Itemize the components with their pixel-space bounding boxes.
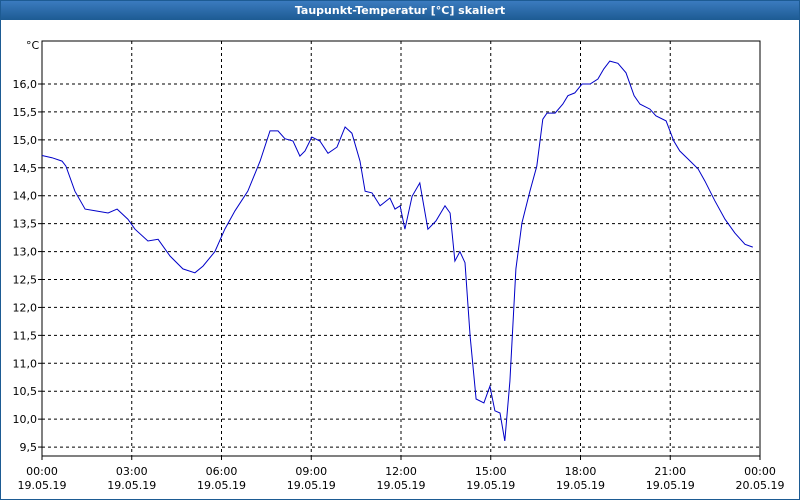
- y-tick-label: 14,5: [13, 162, 38, 175]
- y-tick-label: 15,0: [13, 134, 38, 147]
- plot-area: [42, 41, 760, 456]
- y-tick-label: 11,0: [13, 357, 38, 370]
- x-tick-label: 12:00 19.05.19: [377, 465, 426, 492]
- title-bar: Taupunkt-Temperatur [°C] skaliert: [1, 1, 799, 20]
- y-tick-label: 12,5: [13, 273, 38, 286]
- y-tick-label: 10,5: [13, 385, 38, 398]
- y-tick-label: 12,0: [13, 301, 38, 314]
- x-tick-label: 15:00 19.05.19: [466, 465, 515, 492]
- x-tick-label: 09:00 19.05.19: [287, 465, 336, 492]
- x-tick-label: 03:00 19.05.19: [107, 465, 156, 492]
- y-tick-label: 10,0: [13, 413, 38, 426]
- y-axis-unit: °C: [26, 39, 40, 52]
- x-tick-label: 21:00 19.05.19: [646, 465, 695, 492]
- plot-frame: [41, 40, 761, 457]
- chart: 9,5 10,0 10,5 11,0 11,5 12,0 12,5 13,0 13,5 14,0 1…: [13, 39, 785, 492]
- x-tick-label: 18:00 19.05.19: [556, 465, 605, 492]
- x-tick-label: 00:00 19.05.19: [18, 465, 67, 492]
- y-tick-label: 16,0: [13, 78, 38, 91]
- data-line: [41, 60, 753, 441]
- y-tick-label: 11,5: [13, 329, 38, 342]
- y-tick-label: 9,5: [20, 441, 38, 454]
- y-tick-label: 13,5: [13, 218, 38, 231]
- y-tick-label: 15,5: [13, 106, 38, 119]
- y-tick-label: 13,0: [13, 246, 38, 259]
- x-tick-label: 06:00 19.05.19: [197, 465, 246, 492]
- x-tick-label: 00:00 20.05.19: [736, 465, 785, 492]
- y-tick-label: 14,0: [13, 190, 38, 203]
